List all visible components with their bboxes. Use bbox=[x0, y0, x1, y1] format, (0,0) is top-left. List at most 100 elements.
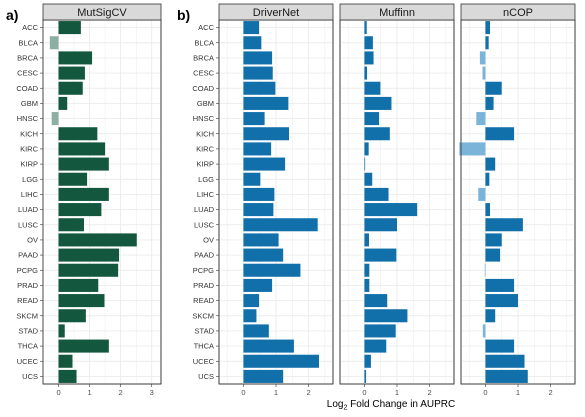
category-label-acc: ACC bbox=[22, 23, 38, 32]
panel-letter-b: b) bbox=[177, 7, 190, 23]
bar-muffinn-lgg bbox=[364, 172, 373, 186]
category-label-read: READ bbox=[17, 296, 38, 305]
bar-mutsigcv-thca bbox=[58, 339, 109, 353]
bar-muffinn-ucs bbox=[364, 369, 367, 383]
x-tick-label-muffinn: 1 bbox=[395, 388, 399, 397]
category-label-paad: PAAD bbox=[18, 251, 38, 260]
bar-muffinn-blca bbox=[364, 36, 373, 50]
bar-mutsigcv-kirp bbox=[58, 157, 109, 171]
category-label-lgg: LGG bbox=[198, 175, 214, 184]
bar-drivernet-ov bbox=[243, 233, 279, 247]
category-label-kirc: KIRC bbox=[20, 145, 39, 154]
bar-mutsigcv-ov bbox=[58, 233, 137, 247]
strip-title-drivernet: DriverNet bbox=[253, 7, 299, 19]
bar-drivernet-kirc bbox=[243, 142, 272, 156]
category-label-brca: BRCA bbox=[17, 54, 38, 63]
x-tick-label-ncop: 1 bbox=[516, 388, 520, 397]
bar-muffinn-brca bbox=[364, 51, 374, 65]
bar-drivernet-kirp bbox=[243, 157, 286, 171]
bar-drivernet-acc bbox=[243, 21, 260, 35]
bar-ncop-prad bbox=[485, 278, 515, 292]
strip-drivernet bbox=[218, 3, 334, 21]
category-label-ov: OV bbox=[27, 236, 38, 245]
category-label-prad: PRAD bbox=[193, 281, 214, 290]
bar-muffinn-stad bbox=[364, 324, 396, 338]
x-tick-label-drivernet: 2 bbox=[306, 388, 310, 397]
category-label-acc: ACC bbox=[198, 23, 214, 32]
bar-ncop-luad bbox=[485, 203, 490, 217]
category-label-ucs: UCS bbox=[198, 372, 214, 381]
bar-mutsigcv-kirc bbox=[58, 142, 106, 156]
bar-mutsigcv-coad bbox=[58, 81, 83, 95]
strip-title-muffinn: Muffinn bbox=[379, 7, 415, 19]
panel-mutsigcv: MutSigCV ACC BLCA BRCA CESC COAD GBM HNSC KICH KI… bbox=[16, 3, 162, 397]
bar-mutsigcv-acc bbox=[58, 21, 81, 35]
bar-ncop-pcpg bbox=[484, 263, 486, 277]
bar-ncop-gbm bbox=[485, 96, 494, 110]
bar-drivernet-coad bbox=[243, 81, 276, 95]
bar-ncop-kich bbox=[485, 127, 515, 141]
category-label-kich: KICH bbox=[196, 129, 214, 138]
category-label-kirp: KIRP bbox=[196, 160, 214, 169]
strip-title-ncop: nCOP bbox=[503, 7, 533, 19]
bar-mutsigcv-lgg bbox=[58, 172, 88, 186]
bar-drivernet-ucec bbox=[243, 354, 319, 368]
category-label-read: READ bbox=[193, 296, 214, 305]
bar-muffinn-ov bbox=[364, 233, 369, 247]
category-label-gbm: GBM bbox=[197, 99, 214, 108]
bar-ncop-stad bbox=[482, 324, 486, 338]
bar-muffinn-lihc bbox=[364, 187, 389, 201]
x-tick-label-mutsigcv: 0 bbox=[56, 388, 60, 397]
x-tick-label-drivernet: 0 bbox=[241, 388, 245, 397]
bar-ncop-blca bbox=[485, 36, 489, 50]
bar-ncop-coad bbox=[485, 81, 502, 95]
category-label-kirp: KIRP bbox=[20, 160, 38, 169]
bar-drivernet-cesc bbox=[243, 66, 273, 80]
bar-muffinn-luad bbox=[364, 203, 418, 217]
bar-mutsigcv-luad bbox=[58, 203, 102, 217]
category-label-ucec: UCEC bbox=[17, 357, 39, 366]
bar-muffinn-pcpg bbox=[364, 263, 370, 277]
category-label-brca: BRCA bbox=[193, 54, 214, 63]
bar-ncop-acc bbox=[485, 21, 490, 35]
bar-drivernet-read bbox=[243, 294, 260, 308]
bar-muffinn-paad bbox=[364, 248, 397, 262]
category-label-luad: LUAD bbox=[18, 205, 39, 214]
category-label-stad: STAD bbox=[195, 327, 215, 336]
bar-drivernet-prad bbox=[243, 278, 273, 292]
bar-muffinn-coad bbox=[364, 81, 381, 95]
bar-ncop-ov bbox=[485, 233, 502, 247]
bar-muffinn-skcm bbox=[364, 309, 408, 323]
x-tick-label-muffinn: 2 bbox=[427, 388, 431, 397]
bar-ncop-brca bbox=[479, 51, 486, 65]
category-label-blca: BLCA bbox=[194, 38, 214, 47]
x-axis-label-subscript: 2 bbox=[343, 405, 347, 412]
bar-drivernet-lihc bbox=[243, 187, 275, 201]
bar-ncop-paad bbox=[485, 248, 501, 262]
category-label-ucs: UCS bbox=[22, 372, 38, 381]
bar-drivernet-lgg bbox=[243, 172, 261, 186]
bar-mutsigcv-ucs bbox=[58, 369, 77, 383]
bar-muffinn-kirp bbox=[364, 157, 366, 171]
bar-mutsigcv-cesc bbox=[58, 66, 85, 80]
bar-ncop-lusc bbox=[485, 218, 523, 232]
bar-muffinn-kirc bbox=[364, 142, 369, 156]
bar-mutsigcv-read bbox=[58, 294, 105, 308]
panel-drivernet: DriverNet ACC BLCA BRCA CESC COAD GBM HNSC KICH K… bbox=[192, 3, 334, 397]
bar-drivernet-ucs bbox=[243, 369, 284, 383]
bar-mutsigcv-lusc bbox=[58, 218, 84, 232]
category-label-gbm: GBM bbox=[21, 99, 38, 108]
x-tick-label-mutsigcv: 3 bbox=[150, 388, 154, 397]
category-label-luad: LUAD bbox=[194, 205, 215, 214]
category-label-lihc: LIHC bbox=[197, 190, 215, 199]
bar-muffinn-kich bbox=[364, 127, 390, 141]
bar-drivernet-lusc bbox=[243, 218, 318, 232]
category-label-blca: BLCA bbox=[18, 38, 38, 47]
strip-ncop bbox=[460, 3, 576, 21]
category-label-coad: COAD bbox=[16, 84, 38, 93]
x-axis-label-main: Log bbox=[327, 399, 344, 410]
strip-mutsigcv bbox=[42, 3, 162, 21]
bar-drivernet-kich bbox=[243, 127, 290, 141]
